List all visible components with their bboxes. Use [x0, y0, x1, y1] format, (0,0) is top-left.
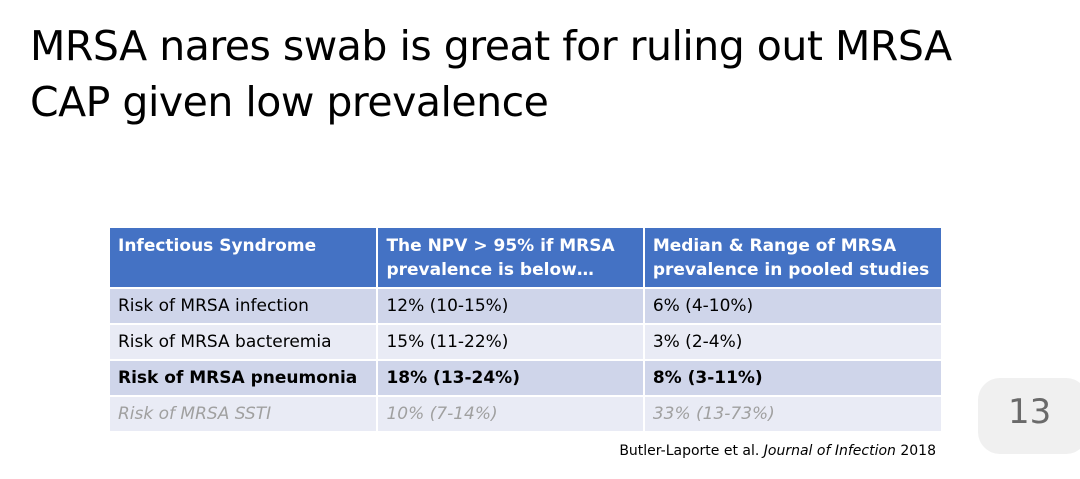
header-infectious-syndrome: Infectious Syndrome: [110, 228, 379, 289]
slide-title: MRSA nares swab is great for ruling out …: [30, 18, 1040, 130]
citation-authors: Butler-Laporte et al.: [619, 443, 760, 459]
prevalence-cell: 33% (13-73%): [643, 396, 941, 433]
npv-cell: 10% (7-14%): [377, 396, 645, 433]
table-row: Risk of MRSA infection 12% (10-15%) 6% (…: [110, 288, 941, 325]
syndrome-cell: Risk of MRSA bacteremia: [110, 324, 379, 361]
syndrome-cell: Risk of MRSA infection: [110, 288, 379, 325]
npv-cell: 12% (10-15%): [377, 288, 645, 325]
table-row: Risk of MRSA pneumonia 18% (13-24%) 8% (…: [110, 360, 941, 397]
npv-cell: 18% (13-24%): [377, 360, 645, 397]
citation-year: 2018: [900, 443, 936, 459]
npv-cell: 15% (11-22%): [377, 324, 645, 361]
header-npv-threshold: The NPV > 95% if MRSA prevalence is belo…: [377, 228, 645, 289]
page-number-badge[interactable]: 13: [978, 378, 1080, 454]
title-line-2: CAP given low prevalence: [30, 78, 549, 126]
citation-journal: Journal of Infection: [763, 443, 896, 459]
npv-table: Infectious Syndrome The NPV > 95% if MRS…: [110, 228, 941, 433]
page-number: 13: [1008, 392, 1052, 432]
prevalence-cell: 6% (4-10%): [643, 288, 941, 325]
prevalence-cell: 8% (3-11%): [643, 360, 941, 397]
syndrome-cell: Risk of MRSA pneumonia: [110, 360, 379, 397]
syndrome-cell: Risk of MRSA SSTI: [110, 396, 379, 433]
citation: Butler-Laporte et al. Journal of Infecti…: [619, 443, 936, 459]
title-line-1: MRSA nares swab is great for ruling out …: [30, 22, 952, 70]
table-row: Risk of MRSA SSTI 10% (7-14%) 33% (13-73…: [110, 396, 941, 433]
prevalence-cell: 3% (2-4%): [643, 324, 941, 361]
table-row: Risk of MRSA bacteremia 15% (11-22%) 3% …: [110, 324, 941, 361]
header-median-prevalence: Median & Range of MRSA prevalence in poo…: [643, 228, 941, 289]
table-header-row: Infectious Syndrome The NPV > 95% if MRS…: [110, 228, 941, 289]
